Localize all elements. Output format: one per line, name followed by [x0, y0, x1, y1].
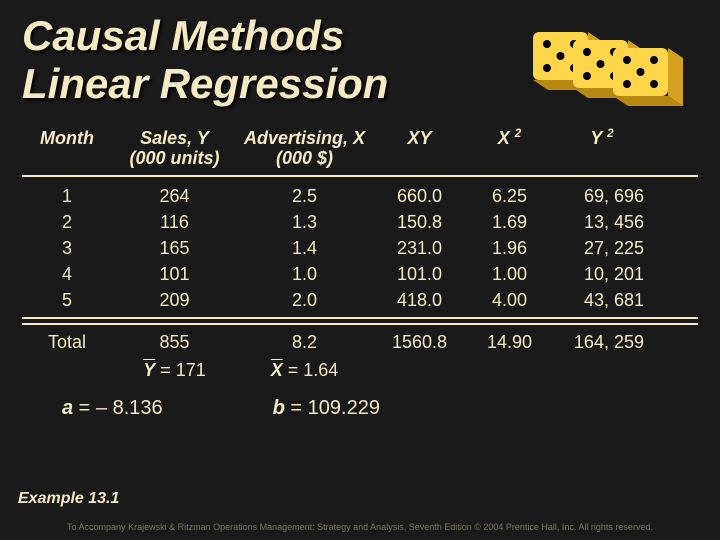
cell-month: 5 — [22, 287, 112, 313]
cell-y: 116 — [112, 209, 237, 235]
cell-x: 2.0 — [237, 287, 372, 313]
cell-y2: 43, 681 — [552, 287, 652, 313]
col-month: Month — [22, 128, 112, 149]
table-row: 52092.0418.04.0043, 681 — [22, 287, 698, 319]
cell-y2: 13, 456 — [552, 209, 652, 235]
table-row: 12642.5660.06.2569, 696 — [22, 183, 698, 209]
cell-x2: 4.00 — [467, 287, 552, 313]
table-row: 31651.4231.01.9627, 225 — [22, 235, 698, 261]
cell-x: 1.0 — [237, 261, 372, 287]
cell-y: 264 — [112, 183, 237, 209]
cell-xy: 101.0 — [372, 261, 467, 287]
col-advertising: Advertising, X (000 $) — [237, 128, 372, 169]
cell-x2: 6.25 — [467, 183, 552, 209]
table-row: 21161.3150.81.6913, 456 — [22, 209, 698, 235]
total-xy: 1560.8 — [372, 329, 467, 355]
copyright-footer: To Accompany Krajewski & Ritzman Operati… — [0, 522, 720, 532]
coef-b: b = 109.229 — [273, 397, 380, 420]
total-label: Total — [22, 329, 112, 355]
col-y-squared: Y 2 — [552, 127, 652, 149]
table-row: 41011.0101.01.0010, 201 — [22, 261, 698, 287]
slide-title: Causal Methods Linear Regression — [22, 12, 698, 109]
total-x: 8.2 X = 1.64 — [237, 329, 372, 382]
total-x2: 14.90 — [467, 329, 552, 355]
cell-xy: 150.8 — [372, 209, 467, 235]
cell-x: 1.3 — [237, 209, 372, 235]
cell-y: 209 — [112, 287, 237, 313]
col-x-squared: X 2 — [467, 127, 552, 149]
cell-y2: 69, 696 — [552, 183, 652, 209]
cell-y: 165 — [112, 235, 237, 261]
cell-month: 3 — [22, 235, 112, 261]
regression-table: Month Sales, Y (000 units) Advertising, … — [22, 127, 698, 383]
cell-xy: 418.0 — [372, 287, 467, 313]
col-sales: Sales, Y (000 units) — [112, 128, 237, 169]
col-xy: XY — [372, 128, 467, 149]
regression-coefficients: a = – 8.136 b = 109.229 — [22, 397, 698, 420]
cell-x: 2.5 — [237, 183, 372, 209]
cell-xy: 231.0 — [372, 235, 467, 261]
coef-a: a = – 8.136 — [62, 397, 163, 420]
cell-month: 2 — [22, 209, 112, 235]
cell-y: 101 — [112, 261, 237, 287]
table-total-row: Total 855 Y = 171 8.2 X = 1.64 1560.8 14… — [22, 323, 698, 382]
table-header-row: Month Sales, Y (000 units) Advertising, … — [22, 127, 698, 177]
example-reference: Example 13.1 — [18, 490, 119, 508]
cell-x: 1.4 — [237, 235, 372, 261]
cell-xy: 660.0 — [372, 183, 467, 209]
cell-x2: 1.00 — [467, 261, 552, 287]
title-line-2: Linear Regression — [22, 60, 388, 107]
cell-y2: 27, 225 — [552, 235, 652, 261]
cell-month: 4 — [22, 261, 112, 287]
total-y: 855 Y = 171 — [112, 329, 237, 382]
cell-x2: 1.96 — [467, 235, 552, 261]
cell-x2: 1.69 — [467, 209, 552, 235]
cell-y2: 10, 201 — [552, 261, 652, 287]
title-line-1: Causal Methods — [22, 12, 344, 59]
total-y2: 164, 259 — [552, 329, 652, 355]
cell-month: 1 — [22, 183, 112, 209]
